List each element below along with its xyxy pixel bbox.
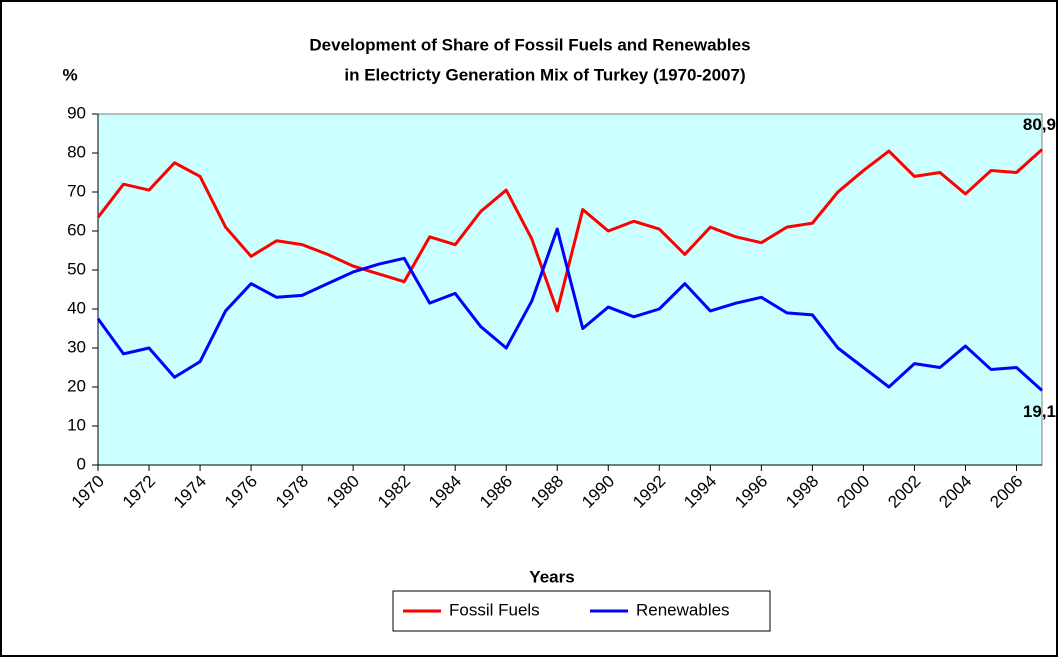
- y-tick-label: 20: [67, 376, 86, 395]
- legend-label: Fossil Fuels: [449, 600, 540, 619]
- series-line: [96, 227, 1044, 392]
- x-axis-label: Years: [529, 567, 574, 586]
- plot-area: [97, 113, 1043, 466]
- chart-title: Development of Share of Fossil Fuels and…: [309, 35, 750, 54]
- y-tick-label: 0: [77, 454, 86, 473]
- series-line: [96, 148, 1044, 313]
- legend-label: Renewables: [636, 600, 730, 619]
- y-axis-label: %: [62, 65, 77, 84]
- data-label: 19,1: [1023, 402, 1056, 421]
- y-tick-label: 90: [67, 103, 86, 122]
- y-tick-label: 60: [67, 220, 86, 239]
- legend-box: [392, 590, 771, 632]
- y-tick-label: 40: [67, 298, 86, 317]
- data-label: 80,9: [1023, 115, 1056, 134]
- y-tick-label: 10: [67, 415, 86, 434]
- chart-title: in Electricty Generation Mix of Turkey (…: [344, 65, 745, 84]
- y-tick-label: 50: [67, 259, 86, 278]
- y-tick-label: 30: [67, 337, 86, 356]
- y-tick-label: 80: [67, 142, 86, 161]
- y-tick-label: 70: [67, 181, 86, 200]
